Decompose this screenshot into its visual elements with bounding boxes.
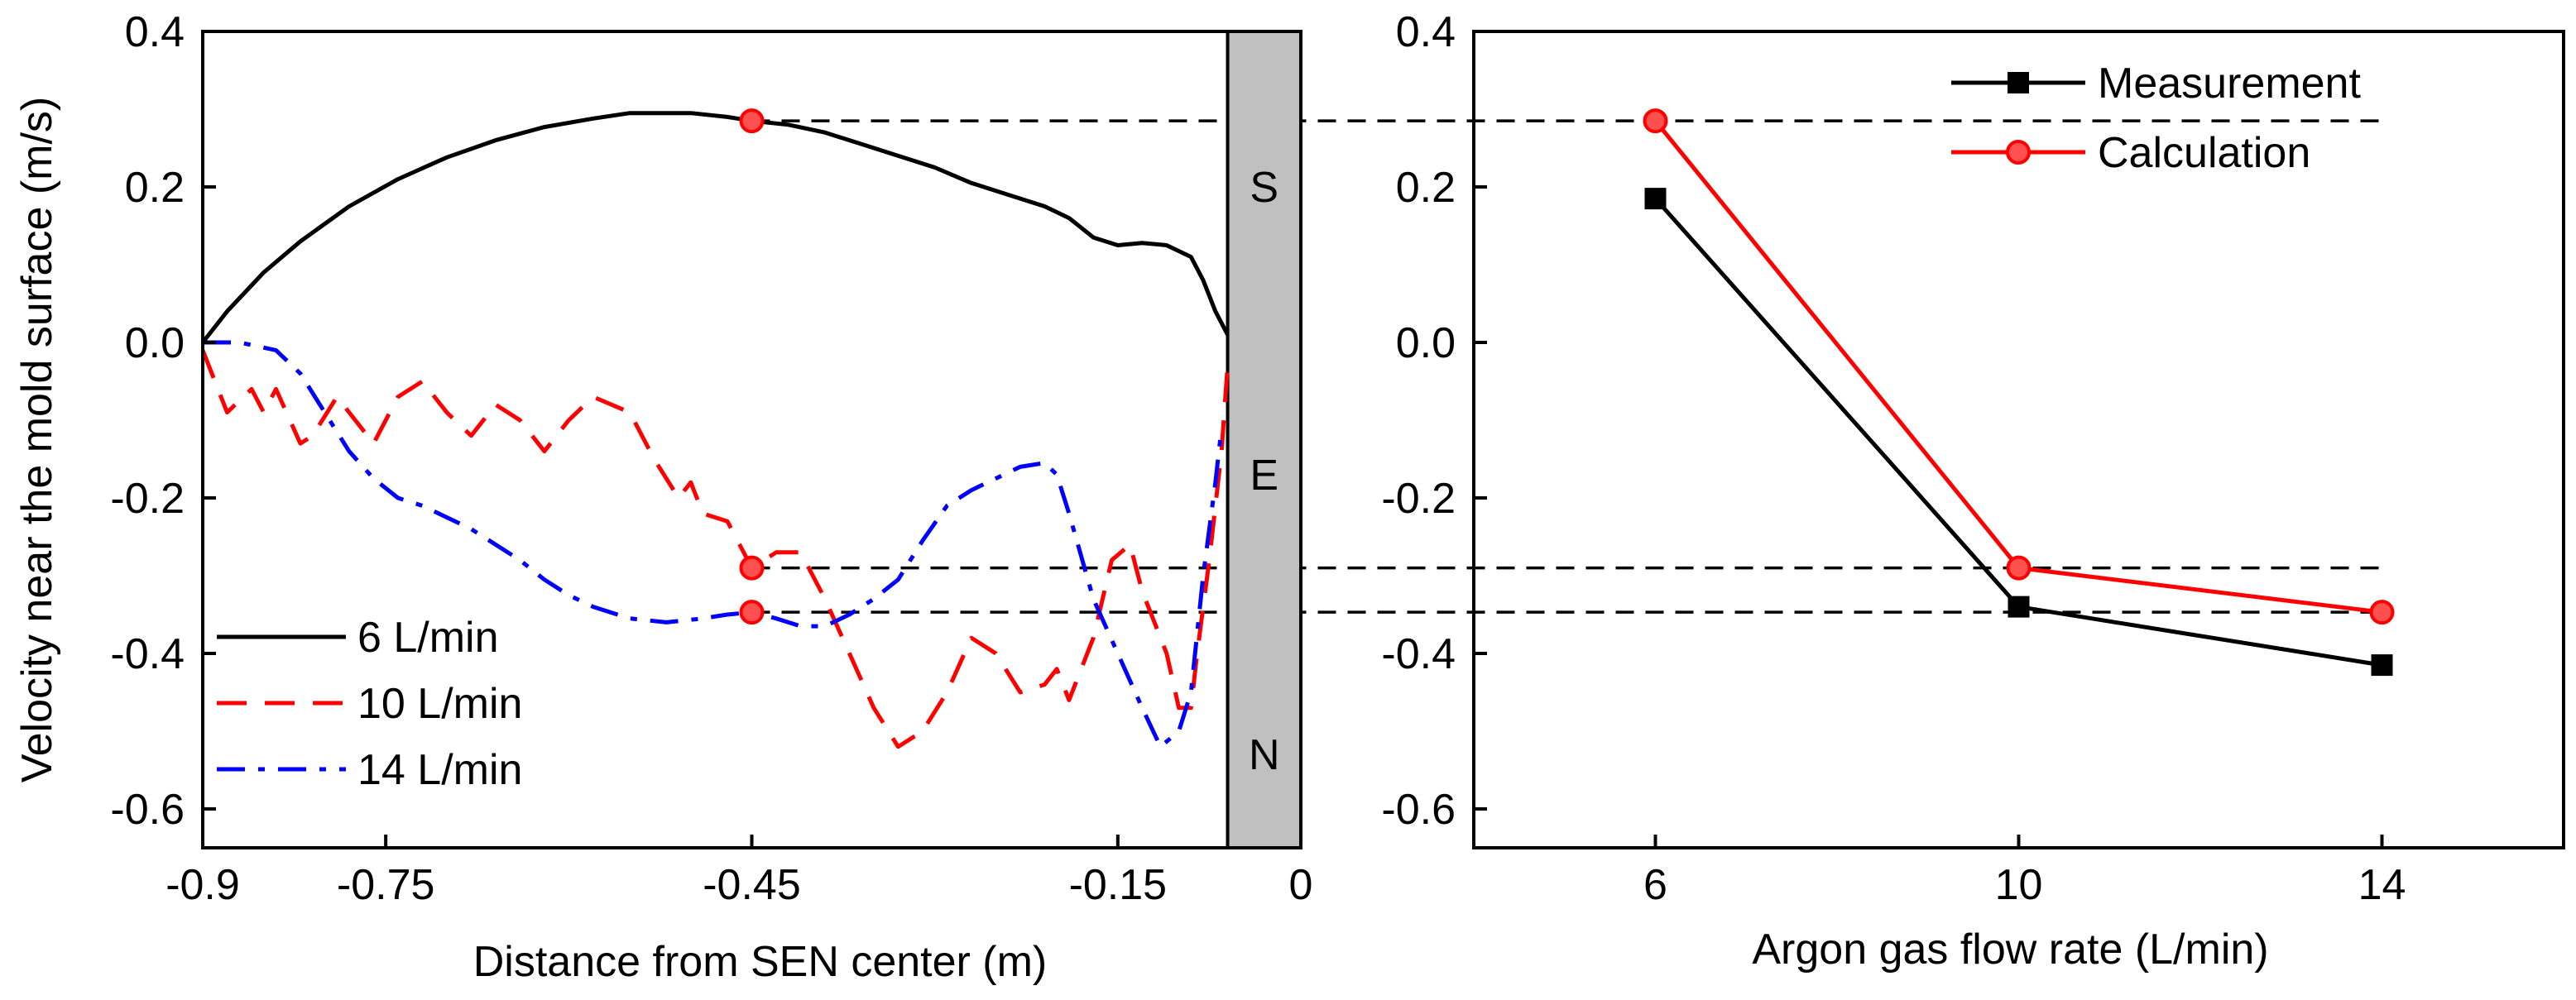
right-ticks-group: 6 10 14 0.4 0.2 0.0 -0.2 -0.4 -0.6 — [1381, 8, 2406, 909]
x-tick-label: -0.45 — [703, 861, 801, 909]
right-legend: Measurement Calculation — [1951, 60, 2361, 177]
y-tick-label: 0.0 — [1396, 319, 1456, 367]
series-line-calculation — [1653, 119, 2382, 615]
left-panel: -0.9 -0.75 -0.45 -0.15 0 0.4 0.2 0.0 -0.2 -0.4 -0.… — [13, 8, 1312, 986]
legend-marker-square — [2008, 72, 2029, 93]
x-tick-label: -0.75 — [337, 861, 435, 909]
y-tick-label: -0.2 — [110, 475, 185, 523]
marker-point — [739, 600, 765, 625]
left-ticks-group: -0.9 -0.75 -0.45 -0.15 0 0.4 0.2 0.0 -0.2 -0.4 -0.… — [110, 8, 1312, 909]
x-tick-label: -0.9 — [165, 861, 240, 909]
y-tick-label: -0.4 — [1381, 630, 1456, 678]
data-point-square — [2371, 654, 2393, 677]
sen-label-s: S — [1250, 164, 1278, 212]
right-panel: 6 10 14 0.4 0.2 0.0 -0.2 -0.4 -0.6 Argon gas flo… — [1381, 8, 2565, 974]
sen-label-n: N — [1249, 731, 1280, 779]
left-x-axis-label: Distance from SEN center (m) — [473, 938, 1048, 986]
y-tick-label: 0.4 — [1396, 8, 1456, 56]
y-tick-label: -0.2 — [1381, 475, 1456, 523]
right-x-axis-label: Argon gas flow rate (L/min) — [1752, 926, 2268, 974]
series-line-6-l-min — [201, 111, 1230, 344]
legend-label: 14 L/min — [357, 746, 522, 794]
marker-point — [739, 108, 765, 134]
legend-marker-circle — [2006, 140, 2031, 165]
legend-label: 6 L/min — [357, 614, 499, 662]
x-tick-label: 6 — [1643, 861, 1667, 909]
x-tick-label: 14 — [2358, 861, 2406, 909]
y-tick-label: 0.0 — [125, 319, 185, 367]
data-point-circle — [2006, 555, 2032, 581]
y-tick-label: -0.6 — [1381, 786, 1456, 834]
legend-label: 10 L/min — [357, 680, 522, 728]
y-tick-label: 0.4 — [125, 8, 185, 56]
data-point-circle — [2369, 600, 2395, 625]
series-line-measurement — [1653, 197, 2382, 667]
left-y-axis-label: Velocity near the mold surface (m/s) — [13, 97, 61, 782]
data-point-square — [1644, 188, 1667, 210]
left-series-group — [200, 111, 1230, 749]
legend-label: Measurement — [2098, 60, 2361, 108]
sen-labels-group: S E N — [1249, 164, 1280, 779]
x-tick-label: 10 — [1995, 861, 2043, 909]
connector-lines — [751, 119, 2382, 614]
x-tick-label: 0 — [1289, 861, 1313, 909]
data-point-circle — [1643, 108, 1668, 134]
left-markers-group — [739, 108, 765, 625]
series-line-10-l-min — [200, 349, 1230, 749]
y-tick-label: -0.6 — [110, 786, 185, 834]
x-tick-label: -0.15 — [1069, 861, 1168, 909]
y-tick-label: -0.4 — [110, 630, 185, 678]
series-line-14-l-min — [203, 340, 1224, 749]
legend-label: Calculation — [2098, 129, 2310, 177]
y-tick-label: 0.2 — [1396, 164, 1456, 212]
y-tick-label: 0.2 — [125, 164, 185, 212]
right-series-group — [1643, 108, 2395, 677]
sen-region — [1226, 30, 1302, 849]
data-point-square — [2008, 596, 2030, 618]
left-legend: 6 L/min 10 L/min 14 L/min — [217, 614, 522, 794]
marker-point — [739, 555, 765, 581]
sen-label-e: E — [1250, 452, 1278, 500]
